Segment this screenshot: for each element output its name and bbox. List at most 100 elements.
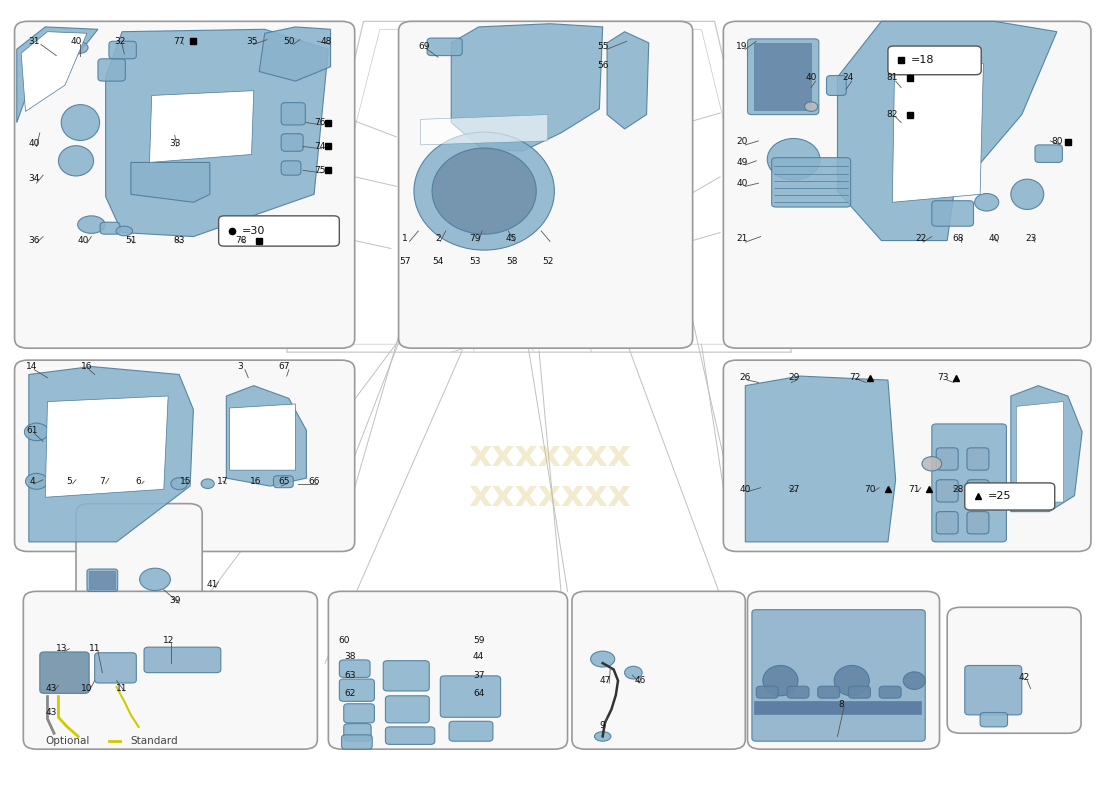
FancyBboxPatch shape	[385, 727, 435, 744]
Text: 54: 54	[432, 257, 443, 266]
Ellipse shape	[763, 666, 798, 696]
FancyBboxPatch shape	[748, 39, 818, 114]
Text: 2: 2	[436, 234, 441, 243]
FancyBboxPatch shape	[341, 735, 372, 749]
Text: 81: 81	[887, 74, 898, 82]
Text: 4: 4	[30, 477, 35, 486]
Polygon shape	[150, 90, 254, 162]
Text: 53: 53	[470, 257, 481, 266]
Text: 65: 65	[278, 477, 290, 486]
Text: 11: 11	[89, 644, 100, 654]
Text: =18: =18	[911, 55, 935, 66]
Ellipse shape	[414, 132, 554, 250]
Ellipse shape	[68, 42, 88, 54]
FancyBboxPatch shape	[967, 448, 989, 470]
Ellipse shape	[903, 672, 925, 690]
Text: 38: 38	[344, 652, 356, 662]
Text: 40: 40	[989, 234, 1000, 243]
Text: 36: 36	[29, 236, 40, 245]
Text: 40: 40	[736, 178, 748, 188]
Text: 3: 3	[238, 362, 243, 371]
FancyBboxPatch shape	[817, 686, 839, 698]
Text: 40: 40	[805, 74, 817, 82]
Ellipse shape	[25, 474, 47, 490]
Text: 26: 26	[739, 373, 751, 382]
Text: =30: =30	[242, 226, 265, 236]
Text: 46: 46	[635, 676, 646, 685]
FancyBboxPatch shape	[1035, 145, 1063, 162]
Text: 56: 56	[597, 61, 608, 70]
FancyBboxPatch shape	[947, 607, 1081, 734]
Text: 40: 40	[78, 236, 89, 245]
Text: 22: 22	[915, 234, 926, 243]
Text: 47: 47	[600, 676, 610, 685]
Text: 37: 37	[473, 670, 484, 679]
Text: 32: 32	[114, 37, 125, 46]
Text: 7: 7	[99, 477, 106, 486]
FancyBboxPatch shape	[936, 512, 958, 534]
Text: 29: 29	[788, 373, 800, 382]
Text: 58: 58	[506, 257, 517, 266]
FancyBboxPatch shape	[936, 480, 958, 502]
FancyBboxPatch shape	[967, 512, 989, 534]
FancyBboxPatch shape	[932, 201, 974, 226]
Text: 35: 35	[245, 37, 257, 46]
Text: 15: 15	[180, 477, 191, 486]
Text: 21: 21	[736, 234, 748, 243]
FancyBboxPatch shape	[848, 686, 870, 698]
Text: 82: 82	[887, 110, 898, 119]
Polygon shape	[89, 570, 116, 589]
FancyBboxPatch shape	[752, 610, 925, 742]
Polygon shape	[755, 702, 921, 714]
FancyBboxPatch shape	[879, 686, 901, 698]
FancyBboxPatch shape	[14, 360, 354, 551]
Text: 17: 17	[218, 477, 229, 486]
FancyBboxPatch shape	[282, 102, 306, 125]
Ellipse shape	[975, 194, 999, 211]
Text: 80: 80	[1052, 138, 1063, 146]
Text: 74: 74	[314, 142, 326, 151]
FancyBboxPatch shape	[274, 476, 294, 488]
FancyBboxPatch shape	[965, 666, 1022, 715]
FancyBboxPatch shape	[144, 647, 221, 673]
FancyBboxPatch shape	[965, 483, 1055, 510]
Polygon shape	[420, 114, 548, 145]
Polygon shape	[837, 22, 1057, 241]
Text: 76: 76	[314, 118, 326, 127]
FancyBboxPatch shape	[757, 686, 778, 698]
FancyBboxPatch shape	[282, 134, 304, 151]
FancyBboxPatch shape	[339, 660, 370, 678]
FancyBboxPatch shape	[826, 75, 846, 95]
Text: 39: 39	[169, 596, 180, 606]
FancyBboxPatch shape	[329, 591, 568, 749]
FancyBboxPatch shape	[980, 713, 1008, 727]
Ellipse shape	[1011, 179, 1044, 210]
Text: 40: 40	[29, 138, 40, 148]
FancyBboxPatch shape	[385, 696, 429, 723]
Text: 42: 42	[1019, 673, 1030, 682]
Text: 33: 33	[169, 138, 180, 148]
Text: 34: 34	[29, 174, 40, 183]
Text: 48: 48	[320, 37, 332, 46]
Text: 60: 60	[338, 636, 350, 646]
FancyBboxPatch shape	[76, 504, 202, 607]
FancyBboxPatch shape	[724, 360, 1091, 551]
Ellipse shape	[124, 477, 146, 491]
Text: 24: 24	[843, 74, 854, 82]
Text: 77: 77	[174, 37, 185, 46]
Ellipse shape	[170, 478, 187, 490]
FancyBboxPatch shape	[932, 424, 1006, 542]
Ellipse shape	[59, 479, 79, 494]
Polygon shape	[29, 366, 194, 542]
FancyBboxPatch shape	[23, 591, 318, 749]
Ellipse shape	[92, 468, 112, 484]
FancyBboxPatch shape	[383, 661, 429, 691]
FancyBboxPatch shape	[967, 480, 989, 502]
Text: 14: 14	[26, 362, 37, 371]
Text: 75: 75	[314, 166, 326, 175]
Ellipse shape	[58, 146, 94, 176]
Ellipse shape	[116, 226, 132, 236]
Ellipse shape	[78, 216, 106, 234]
Text: 8: 8	[838, 700, 844, 709]
Polygon shape	[1016, 402, 1064, 502]
